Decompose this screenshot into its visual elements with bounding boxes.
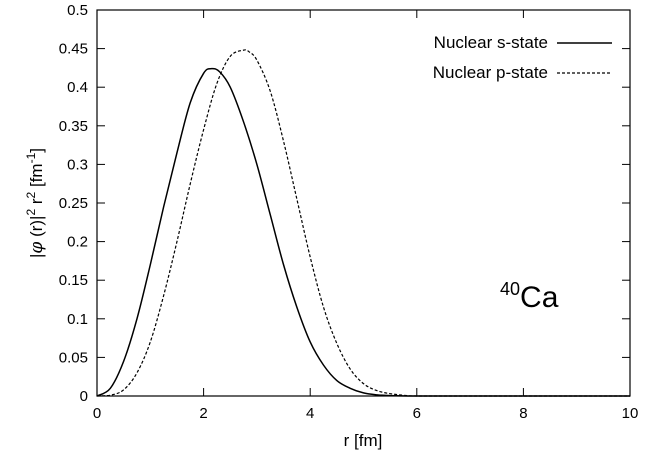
- y-tick-label: 0: [80, 388, 88, 405]
- y-tick-label: 0.5: [67, 2, 88, 19]
- y-axis-label: |φ (r)|2 r2 [fm-1]: [24, 148, 47, 258]
- y-tick-label: 0.35: [59, 118, 88, 135]
- y-tick-label: 0.15: [59, 272, 88, 289]
- series-line-p-state: [96, 49, 630, 397]
- y-tick-label: 0.25: [59, 195, 88, 212]
- svg-text:|φ (r)|2 r2 [fm-1]: |φ (r)|2 r2 [fm-1]: [24, 148, 47, 258]
- legend: Nuclear s-state Nuclear p-state: [433, 33, 612, 82]
- y-tick-label: 0.1: [67, 311, 88, 328]
- series-line-s-state: [96, 67, 630, 397]
- axis-ticks: 0 2 4 6 8 10 0 0.05 0.1 0.15 0.2 0.25 0.3 0.35 0.4 0.45…: [59, 2, 639, 422]
- x-tick-label: 0: [93, 405, 101, 422]
- plot-frame: [96, 9, 631, 397]
- x-tick-label: 4: [306, 405, 314, 422]
- y-tick-label: 0.4: [67, 79, 88, 96]
- x-tick-label: 6: [413, 405, 421, 422]
- x-axis-label: r [fm]: [344, 431, 383, 450]
- nucleus-annotation: 40Ca: [500, 279, 559, 314]
- y-tick-label: 0.3: [67, 156, 88, 173]
- legend-label-p-state: Nuclear p-state: [433, 63, 548, 82]
- y-tick-label: 0.45: [59, 41, 88, 58]
- series-lines: [96, 49, 630, 397]
- x-tick-label: 2: [199, 405, 207, 422]
- y-tick-label: 0.2: [67, 234, 88, 251]
- y-tick-label: 0.05: [59, 349, 88, 366]
- legend-label-s-state: Nuclear s-state: [434, 33, 548, 52]
- x-tick-label: 8: [519, 405, 527, 422]
- x-tick-label: 10: [622, 405, 639, 422]
